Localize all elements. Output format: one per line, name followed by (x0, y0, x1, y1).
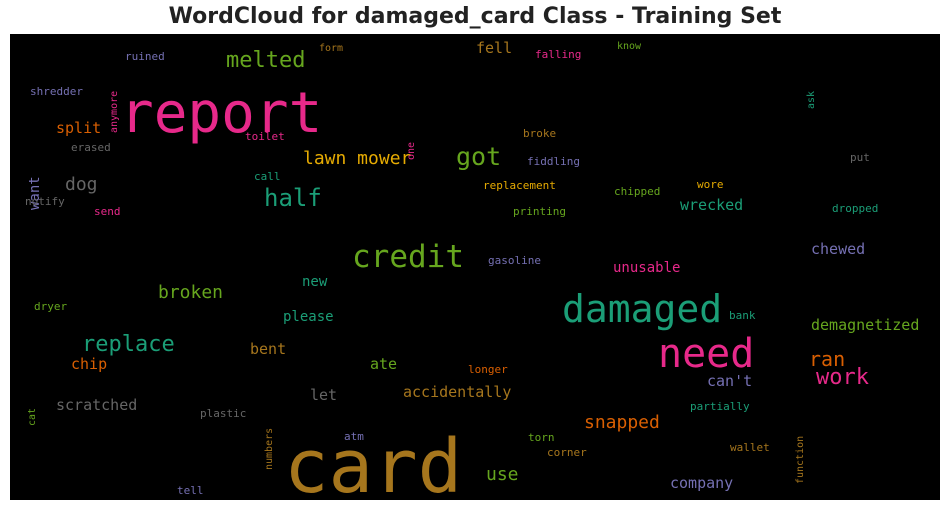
word-replace: replace (82, 332, 175, 357)
word-got: got (456, 142, 502, 171)
word-fiddling: fiddling (527, 155, 580, 168)
word-ate: ate (370, 355, 398, 373)
word-shredder: shredder (30, 85, 83, 98)
word-fell: fell (476, 39, 513, 57)
word-dryer: dryer (34, 300, 68, 313)
word-card: card (284, 424, 463, 500)
word-accidentally: accidentally (403, 383, 512, 401)
word-put: put (850, 151, 870, 164)
word-send: send (94, 205, 121, 218)
word-scratched: scratched (56, 396, 138, 414)
word-melted: melted (226, 48, 306, 73)
word-ruined: ruined (125, 50, 165, 63)
word-cloud: card report damaged need credit got half melted… (10, 34, 940, 500)
word-company: company (670, 474, 734, 492)
word-can-t: can't (707, 372, 753, 390)
word-credit: credit (352, 239, 464, 275)
word-cat: cat (27, 407, 38, 426)
word-wore: wore (697, 178, 724, 191)
word-chewed: chewed (811, 240, 866, 258)
word-ask: ask (806, 90, 817, 109)
word-demagnetized: demagnetized (811, 316, 920, 334)
word-call: call (254, 170, 281, 183)
word-plastic: plastic (200, 407, 247, 420)
word-report: report (120, 81, 323, 146)
word-function: function (795, 435, 806, 484)
word-split: split (56, 119, 102, 137)
word-one: one (406, 141, 417, 160)
word-broken: broken (158, 282, 224, 303)
word-unusable: unusable (613, 260, 681, 276)
word-atm: atm (344, 430, 364, 443)
word-damaged: damaged (562, 287, 723, 331)
word-bank: bank (729, 309, 756, 322)
word-half: half (264, 184, 322, 212)
word-use: use (486, 464, 519, 485)
word-anymore: anymore (109, 90, 120, 133)
word-work: work (816, 365, 869, 390)
word-numbers: numbers (264, 427, 275, 470)
word-ran: ran (809, 347, 846, 371)
word-printing: printing (513, 205, 566, 218)
word-corner: corner (547, 446, 587, 459)
word-broke: broke (523, 127, 557, 140)
word-toilet: toilet (245, 130, 285, 143)
word-need: need (658, 331, 755, 377)
word-bent: bent (250, 340, 287, 358)
word-notify: notify (25, 195, 65, 208)
word-longer: longer (468, 363, 508, 376)
word-dog: dog (65, 174, 98, 195)
word-know: know (617, 41, 642, 52)
word-partially: partially (690, 400, 750, 413)
word-snapped: snapped (584, 412, 660, 433)
chart-title: WordCloud for damaged_card Class - Train… (168, 4, 782, 29)
word-lawn-mower: lawn mower (303, 148, 412, 169)
word-new: new (302, 274, 328, 290)
word-falling: falling (535, 48, 582, 61)
word-chip: chip (71, 355, 108, 373)
word-please: please (283, 309, 334, 325)
word-dropped: dropped (832, 202, 879, 215)
word-form: form (319, 43, 344, 54)
word-let: let (310, 386, 338, 404)
word-wallet: wallet (730, 441, 770, 454)
word-tell: tell (177, 484, 204, 497)
word-chipped: chipped (614, 185, 661, 198)
word-erased: erased (71, 141, 111, 154)
word-wrecked: wrecked (680, 196, 744, 214)
word-torn: torn (528, 431, 555, 444)
word-gasoline: gasoline (488, 254, 541, 267)
word-replacement: replacement (483, 179, 556, 192)
